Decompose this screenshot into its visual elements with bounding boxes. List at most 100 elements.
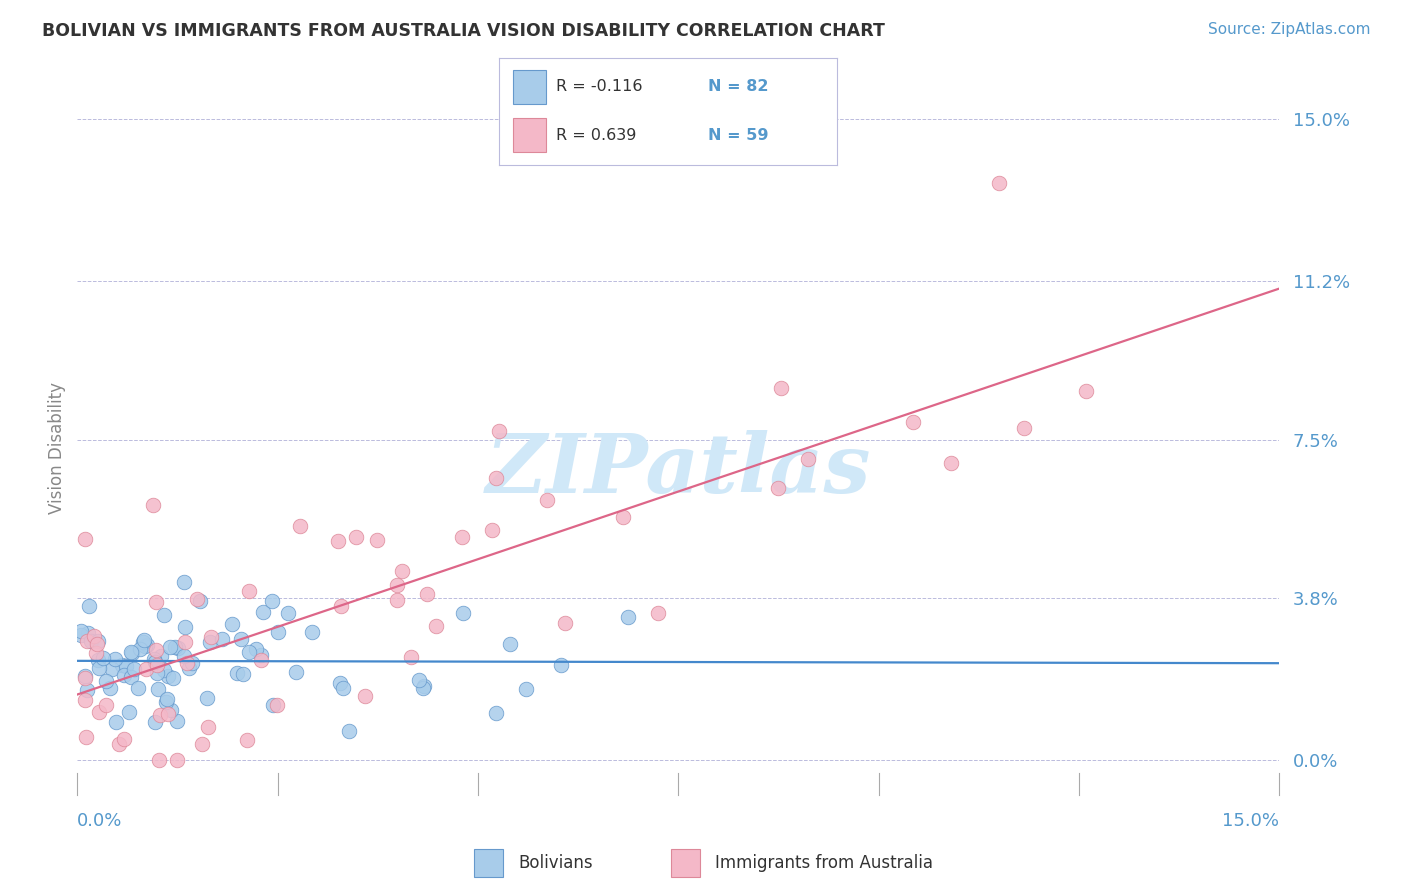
Point <box>391 564 413 578</box>
Point <box>536 493 558 508</box>
Point <box>149 648 172 663</box>
Point <box>1076 384 1098 398</box>
Point <box>1012 420 1035 434</box>
Point <box>236 733 259 747</box>
Point <box>145 642 167 657</box>
Point <box>132 635 155 649</box>
Point <box>111 658 134 673</box>
Point <box>399 649 422 664</box>
Bar <box>513 70 547 104</box>
Point <box>385 578 408 592</box>
Point <box>148 753 170 767</box>
Point <box>988 176 1011 190</box>
Text: Source: ZipAtlas.com: Source: ZipAtlas.com <box>1208 22 1371 37</box>
Point <box>86 634 108 648</box>
Text: N = 82: N = 82 <box>709 79 769 95</box>
Point <box>163 640 186 654</box>
Point <box>225 666 247 681</box>
Text: R = 0.639: R = 0.639 <box>557 128 637 143</box>
Text: R = -0.116: R = -0.116 <box>557 79 643 95</box>
Point <box>157 669 180 683</box>
Point <box>617 610 640 624</box>
Point <box>249 648 271 663</box>
Point <box>105 714 128 729</box>
Point <box>93 650 115 665</box>
Point <box>796 452 818 467</box>
Point <box>277 606 299 620</box>
Point <box>173 620 195 634</box>
Point <box>266 624 288 639</box>
Point <box>766 481 789 495</box>
Point <box>75 693 97 707</box>
Point <box>166 641 188 656</box>
Point <box>173 574 195 589</box>
Point <box>146 681 169 696</box>
Point <box>197 720 219 734</box>
Point <box>77 625 100 640</box>
Point <box>481 523 503 537</box>
Point <box>120 645 142 659</box>
Text: 15.0%: 15.0% <box>1222 812 1279 830</box>
Point <box>173 648 195 663</box>
Text: 0.0%: 0.0% <box>77 812 122 830</box>
Point <box>96 698 118 713</box>
Point <box>249 653 271 667</box>
Point <box>515 681 537 696</box>
Text: N = 59: N = 59 <box>709 128 769 143</box>
Point <box>132 632 155 647</box>
Text: Bolivians: Bolivians <box>517 854 593 872</box>
Point <box>174 635 197 649</box>
Point <box>100 681 122 696</box>
Point <box>326 533 349 548</box>
Point <box>127 681 149 695</box>
Point <box>344 530 367 544</box>
Point <box>901 415 924 429</box>
Point <box>425 619 447 633</box>
Point <box>252 605 274 619</box>
Point <box>413 679 436 693</box>
Point <box>94 673 117 688</box>
Point <box>647 606 669 620</box>
Point <box>329 599 352 614</box>
Point <box>153 607 176 622</box>
Point <box>70 628 93 642</box>
Point <box>385 593 408 607</box>
Bar <box>671 849 700 877</box>
Point <box>612 510 634 524</box>
Point <box>262 594 284 608</box>
Point <box>87 661 110 675</box>
Point <box>118 705 141 719</box>
Point <box>266 698 288 713</box>
Point <box>120 670 142 684</box>
Point <box>939 456 962 470</box>
Point <box>75 671 97 685</box>
Point <box>332 681 354 695</box>
Point <box>145 595 167 609</box>
Point <box>157 706 180 721</box>
Point <box>245 642 267 657</box>
Point <box>104 652 127 666</box>
Point <box>75 669 97 683</box>
Point <box>122 662 145 676</box>
Point <box>83 629 105 643</box>
Point <box>769 381 792 395</box>
Point <box>160 703 183 717</box>
Point <box>143 714 166 729</box>
Point <box>221 617 243 632</box>
Point <box>191 737 214 751</box>
Point <box>135 638 157 652</box>
Point <box>156 691 179 706</box>
Point <box>149 708 172 723</box>
Point <box>108 737 131 751</box>
Point <box>143 655 166 669</box>
Point <box>262 698 284 712</box>
Point <box>408 673 430 687</box>
Point <box>129 641 152 656</box>
Text: Immigrants from Australia: Immigrants from Australia <box>716 854 934 872</box>
Point <box>453 606 475 620</box>
Point <box>101 662 124 676</box>
Point <box>143 651 166 665</box>
Point <box>488 424 510 438</box>
Point <box>134 639 156 653</box>
Point <box>290 518 312 533</box>
